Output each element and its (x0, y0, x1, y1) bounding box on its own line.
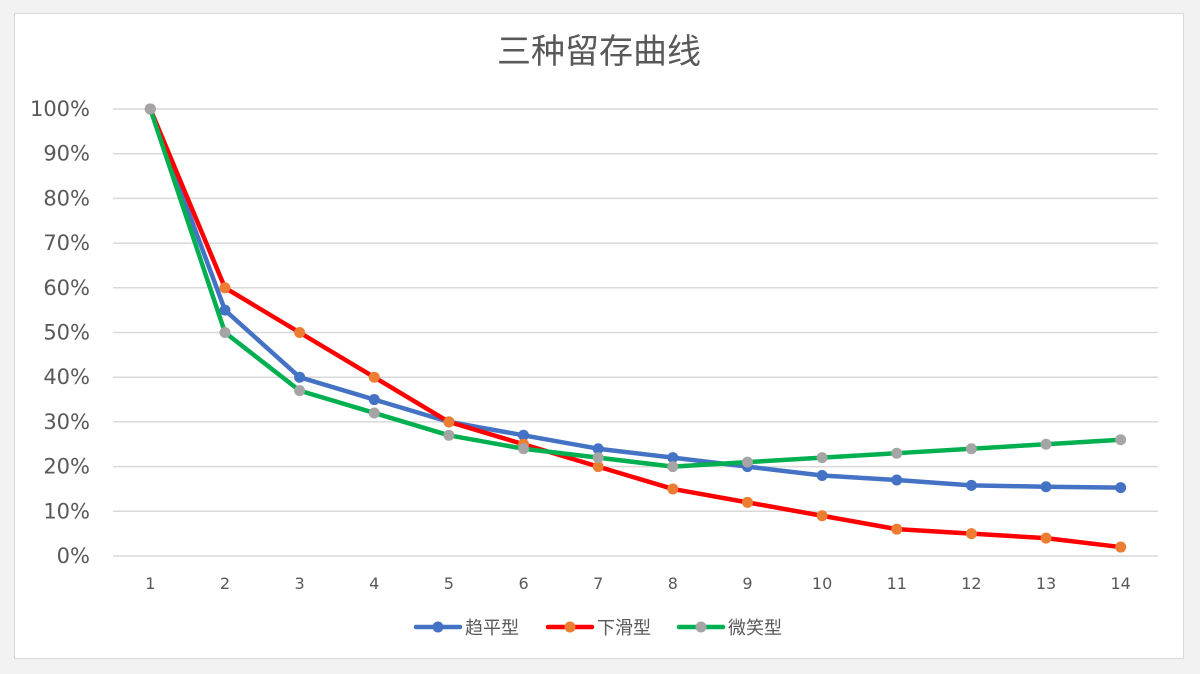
data-point (816, 470, 828, 482)
data-point (592, 452, 604, 464)
data-point (891, 523, 903, 535)
data-point (1115, 482, 1127, 494)
data-point (667, 483, 679, 495)
data-point (592, 443, 604, 455)
data-point (816, 452, 828, 464)
y-axis-ticks: 0% 10% 20% 30% 40% 50% 60% 70% 80% 90% 100% (30, 97, 90, 568)
data-point (1040, 481, 1052, 493)
series-line (148, 106, 1123, 490)
x-axis-ticks: 1 2 3 4 5 6 7 8 9 10 11 12 13 14 (145, 574, 1131, 593)
legend-swatch-marker (564, 621, 576, 633)
legend-swatch-marker (432, 621, 444, 633)
y-tick-label: 50% (43, 321, 90, 345)
data-point (368, 407, 380, 419)
data-point (219, 327, 231, 338)
data-point (443, 416, 455, 428)
y-tick-label: 20% (43, 455, 90, 479)
y-tick-label: 0% (57, 544, 90, 568)
x-tick-label: 4 (369, 574, 379, 593)
data-point (219, 304, 231, 316)
x-tick-label: 9 (742, 574, 752, 593)
data-point (816, 510, 828, 522)
data-point (592, 461, 604, 473)
y-tick-label: 70% (43, 231, 90, 255)
x-tick-label: 13 (1036, 574, 1056, 593)
data-point (1115, 434, 1127, 446)
data-point (1040, 438, 1052, 450)
series-line (148, 106, 1123, 550)
data-point (219, 282, 231, 294)
chart-title: 三种留存曲线 (497, 32, 701, 72)
legend: 趋平型 下滑型 微笑型 (413, 618, 782, 639)
legend-label: 微笑型 (728, 618, 782, 639)
x-tick-label: 5 (444, 574, 454, 593)
data-point (965, 443, 977, 455)
x-tick-label: 14 (1110, 574, 1130, 593)
y-tick-label: 90% (43, 142, 90, 166)
chart-frame (14, 13, 1184, 659)
data-point (891, 447, 903, 459)
legend-label: 趋平型 (465, 618, 519, 639)
series-layer (144, 103, 1127, 553)
legend-swatch-marker (695, 621, 707, 633)
data-point (667, 461, 679, 473)
series-1 (144, 103, 1127, 494)
x-tick-label: 7 (593, 574, 603, 593)
x-tick-label: 12 (961, 574, 981, 593)
data-point (518, 443, 530, 455)
legend-item: 下滑型 (545, 618, 651, 639)
y-tick-label: 60% (43, 276, 90, 300)
data-point (368, 371, 380, 383)
x-tick-label: 10 (812, 574, 832, 593)
x-tick-label: 8 (668, 574, 678, 593)
series-line (148, 106, 1123, 469)
x-tick-label: 1 (145, 574, 155, 593)
y-tick-label: 30% (43, 410, 90, 434)
data-point (1040, 532, 1052, 544)
data-point (518, 429, 530, 441)
data-point (443, 429, 455, 441)
data-point (741, 496, 753, 508)
legend-item: 趋平型 (413, 618, 519, 639)
x-tick-label: 3 (295, 574, 305, 593)
legend-item: 微笑型 (676, 618, 782, 639)
x-tick-label: 6 (518, 574, 528, 593)
y-tick-label: 40% (43, 365, 90, 389)
data-point (1115, 541, 1127, 553)
legend-label: 下滑型 (597, 618, 651, 639)
gridlines (113, 108, 1158, 557)
data-point (965, 479, 977, 491)
y-tick-label: 100% (30, 97, 90, 121)
data-point (667, 452, 679, 464)
y-tick-label: 80% (43, 186, 90, 210)
data-point (368, 394, 380, 406)
data-point (294, 385, 306, 397)
series-3 (144, 103, 1127, 473)
data-point (741, 456, 753, 468)
data-point (891, 474, 903, 486)
x-tick-label: 11 (887, 574, 907, 593)
x-tick-label: 2 (220, 574, 230, 593)
data-point (965, 528, 977, 540)
data-point (294, 327, 306, 338)
data-point (294, 371, 306, 383)
data-point (144, 103, 156, 115)
y-tick-label: 10% (43, 499, 90, 523)
